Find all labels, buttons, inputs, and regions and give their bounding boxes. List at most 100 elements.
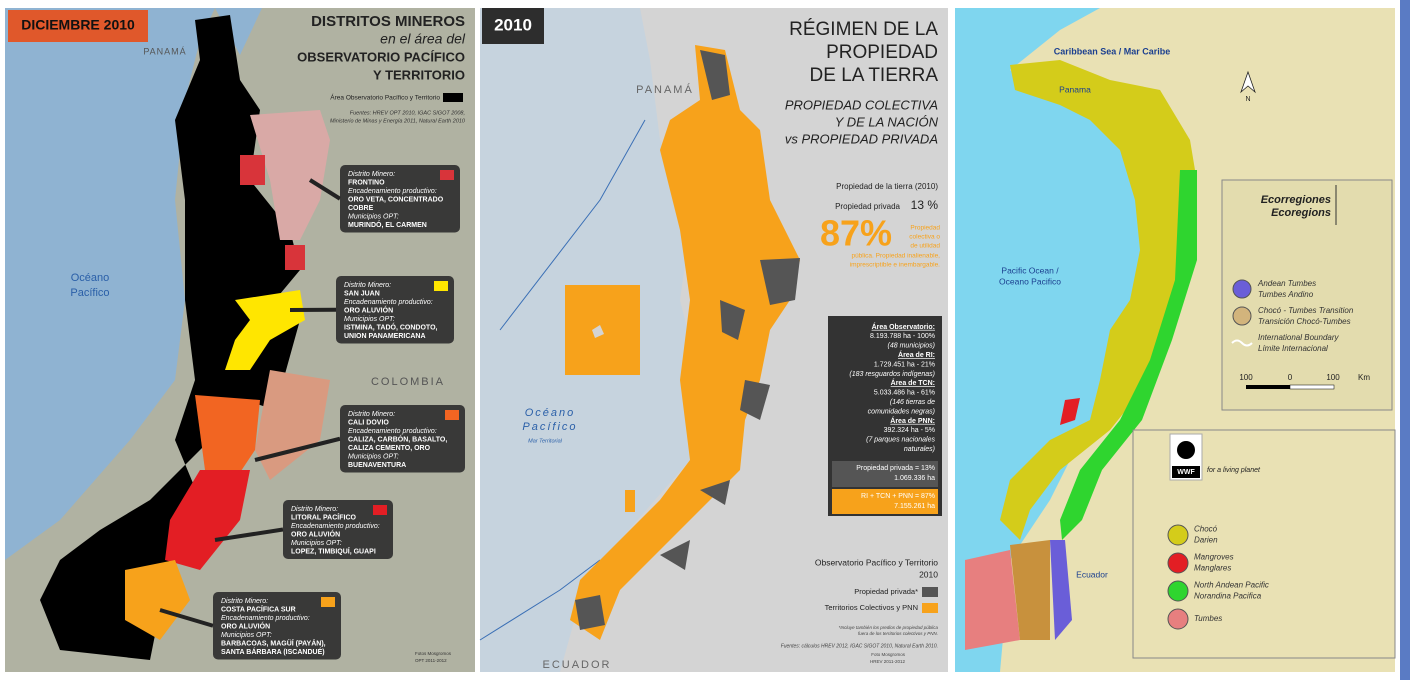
label: Caribbean Sea / Mar Caribe	[1054, 46, 1171, 56]
private-property	[700, 480, 730, 505]
callout-text: Encadenamiento productivo:	[291, 523, 380, 530]
callout-text: CALI DOVIO	[348, 419, 389, 426]
big-stat: 87%	[820, 213, 892, 254]
mangroves	[1060, 398, 1080, 425]
callout-box	[213, 592, 341, 660]
label: for a living planet	[1207, 467, 1261, 474]
maritime-boundary	[479, 559, 601, 641]
callout-text: UNION PANAMERICANA	[344, 333, 426, 340]
label: PANAMÁ	[143, 46, 186, 56]
subtitle: Y DE LA NACIÓN	[835, 114, 939, 129]
callout-swatch	[321, 597, 335, 607]
callout-box	[340, 405, 465, 473]
footnote: fuera de los territorios colectivos y PN…	[858, 631, 938, 636]
sources: Fuentes: cálculos HREV 2012, IGAC SIGOT …	[781, 643, 938, 649]
callout-text: Distrito Minero:	[291, 506, 338, 513]
callout-text: Distrito Minero:	[348, 171, 395, 178]
callout-text: Municipios OPT:	[291, 540, 342, 547]
legend-swatch	[1167, 608, 1189, 630]
legend-label: Mangroves	[1194, 553, 1234, 562]
wwf-logo	[1172, 466, 1200, 478]
private-property	[740, 380, 770, 420]
legend-swatch	[1232, 279, 1252, 299]
info-text: Área de RI:	[898, 350, 935, 359]
collective-territories	[625, 490, 635, 512]
callout-box	[340, 165, 460, 233]
label: Pacífico	[70, 287, 109, 299]
credit: HREV 2011-2012	[870, 659, 905, 664]
label: DICIEMBRE 2010	[21, 17, 135, 33]
callout-text: BARBACOAS, MAGÜÍ (PAYÁN),	[221, 638, 326, 647]
callout-text: CALIZA CEMENTO, ORO	[348, 445, 431, 452]
ocean	[5, 8, 215, 560]
callout-text: Municipios OPT:	[221, 632, 272, 639]
badge	[482, 8, 544, 44]
legend-swatch	[443, 93, 463, 102]
label: Pacífico	[522, 421, 577, 433]
callout-text: ISTMINA, TADÓ, CONDOTO,	[344, 322, 438, 331]
scale-label: 100	[1326, 373, 1340, 382]
callout-text: Encadenamiento productivo:	[348, 188, 437, 195]
sources: Fuentes: HREV OPT 2010, IGAC SIGOT 2008,	[350, 110, 465, 116]
callout-text: MURINDÓ, EL CARMEN	[348, 220, 427, 229]
frontino-extent	[250, 110, 330, 240]
callout-swatch	[440, 170, 454, 180]
costa-sur-district	[125, 560, 190, 640]
legend-label: International Boundary	[1258, 333, 1340, 342]
scale-label: Km	[1358, 373, 1370, 382]
scale-bar	[1289, 384, 1335, 390]
label: WWF	[1177, 469, 1195, 476]
label: Panama	[1059, 84, 1091, 94]
litoral-district	[165, 470, 250, 570]
label: ECUADOR	[542, 659, 611, 671]
label: pública. Propiedad inalienable,	[851, 253, 940, 260]
callout-text: ORO ALUVIÓN	[291, 529, 340, 538]
callout-text: COSTA PACÍFICA SUR	[221, 604, 296, 613]
private-property	[760, 258, 800, 305]
leader-line	[254, 436, 341, 462]
callout-text: Distrito Minero:	[344, 282, 391, 289]
label: 2010	[494, 15, 532, 34]
callout-text: Municipios OPT:	[348, 213, 399, 220]
info-text: 7.155.261 ha	[894, 503, 935, 510]
info-text: 392.324 ha - 5%	[884, 427, 935, 434]
tumbes	[965, 550, 1020, 650]
info-text: (48 municipios)	[888, 343, 935, 350]
callout-text: COBRE	[348, 205, 374, 212]
leader-line	[308, 178, 342, 201]
callout-text: ORO VETA, CONCENTRADO	[348, 196, 444, 203]
info-text: Propiedad privada = 13%	[856, 465, 935, 472]
legend-swatch	[1167, 524, 1189, 546]
callout-text: Distrito Minero:	[221, 598, 268, 605]
collective-total-box	[832, 489, 938, 514]
legend-swatch	[1167, 580, 1189, 602]
info-text: Área de TCN:	[891, 378, 935, 387]
label: COLOMBIA	[371, 376, 445, 388]
callout-text: Municipios OPT:	[348, 453, 399, 460]
label: PANAMÁ	[636, 83, 694, 96]
callout-swatch	[445, 410, 459, 420]
legend-swatch	[922, 587, 938, 597]
legend-swatch	[1232, 306, 1252, 326]
callout-text: ORO ALUVIÓN	[221, 621, 270, 630]
callout-text: SANTA BÁRBARA (ISCANDUÉ)	[221, 647, 325, 656]
label: de utilidad	[910, 243, 940, 250]
info-text: (146 tierras de	[890, 399, 935, 406]
legend-swatch	[1231, 339, 1253, 347]
legend-label: Área Observatorio Pacífico y Territorio	[330, 93, 440, 102]
scale-label: 100	[1239, 373, 1253, 382]
legend-label: Territorios Colectivos y PNN	[825, 603, 918, 612]
private-property	[700, 50, 730, 100]
side-strip	[1400, 0, 1410, 680]
callout-text: Distrito Minero:	[348, 411, 395, 418]
title: DISTRITOS MINEROS	[311, 13, 465, 30]
private-total-box	[832, 461, 938, 487]
title: RÉGIMEN DE LA	[789, 19, 938, 40]
legend-label: Propiedad privada*	[854, 587, 918, 596]
label: Océano	[525, 407, 576, 419]
sources: Ministerio de Minas y Energía 2011, Natu…	[330, 118, 466, 124]
callout-text: Municipios OPT:	[344, 316, 395, 323]
cali-dovio-district	[195, 395, 260, 480]
label: Pacific Ocean /	[1001, 265, 1059, 275]
